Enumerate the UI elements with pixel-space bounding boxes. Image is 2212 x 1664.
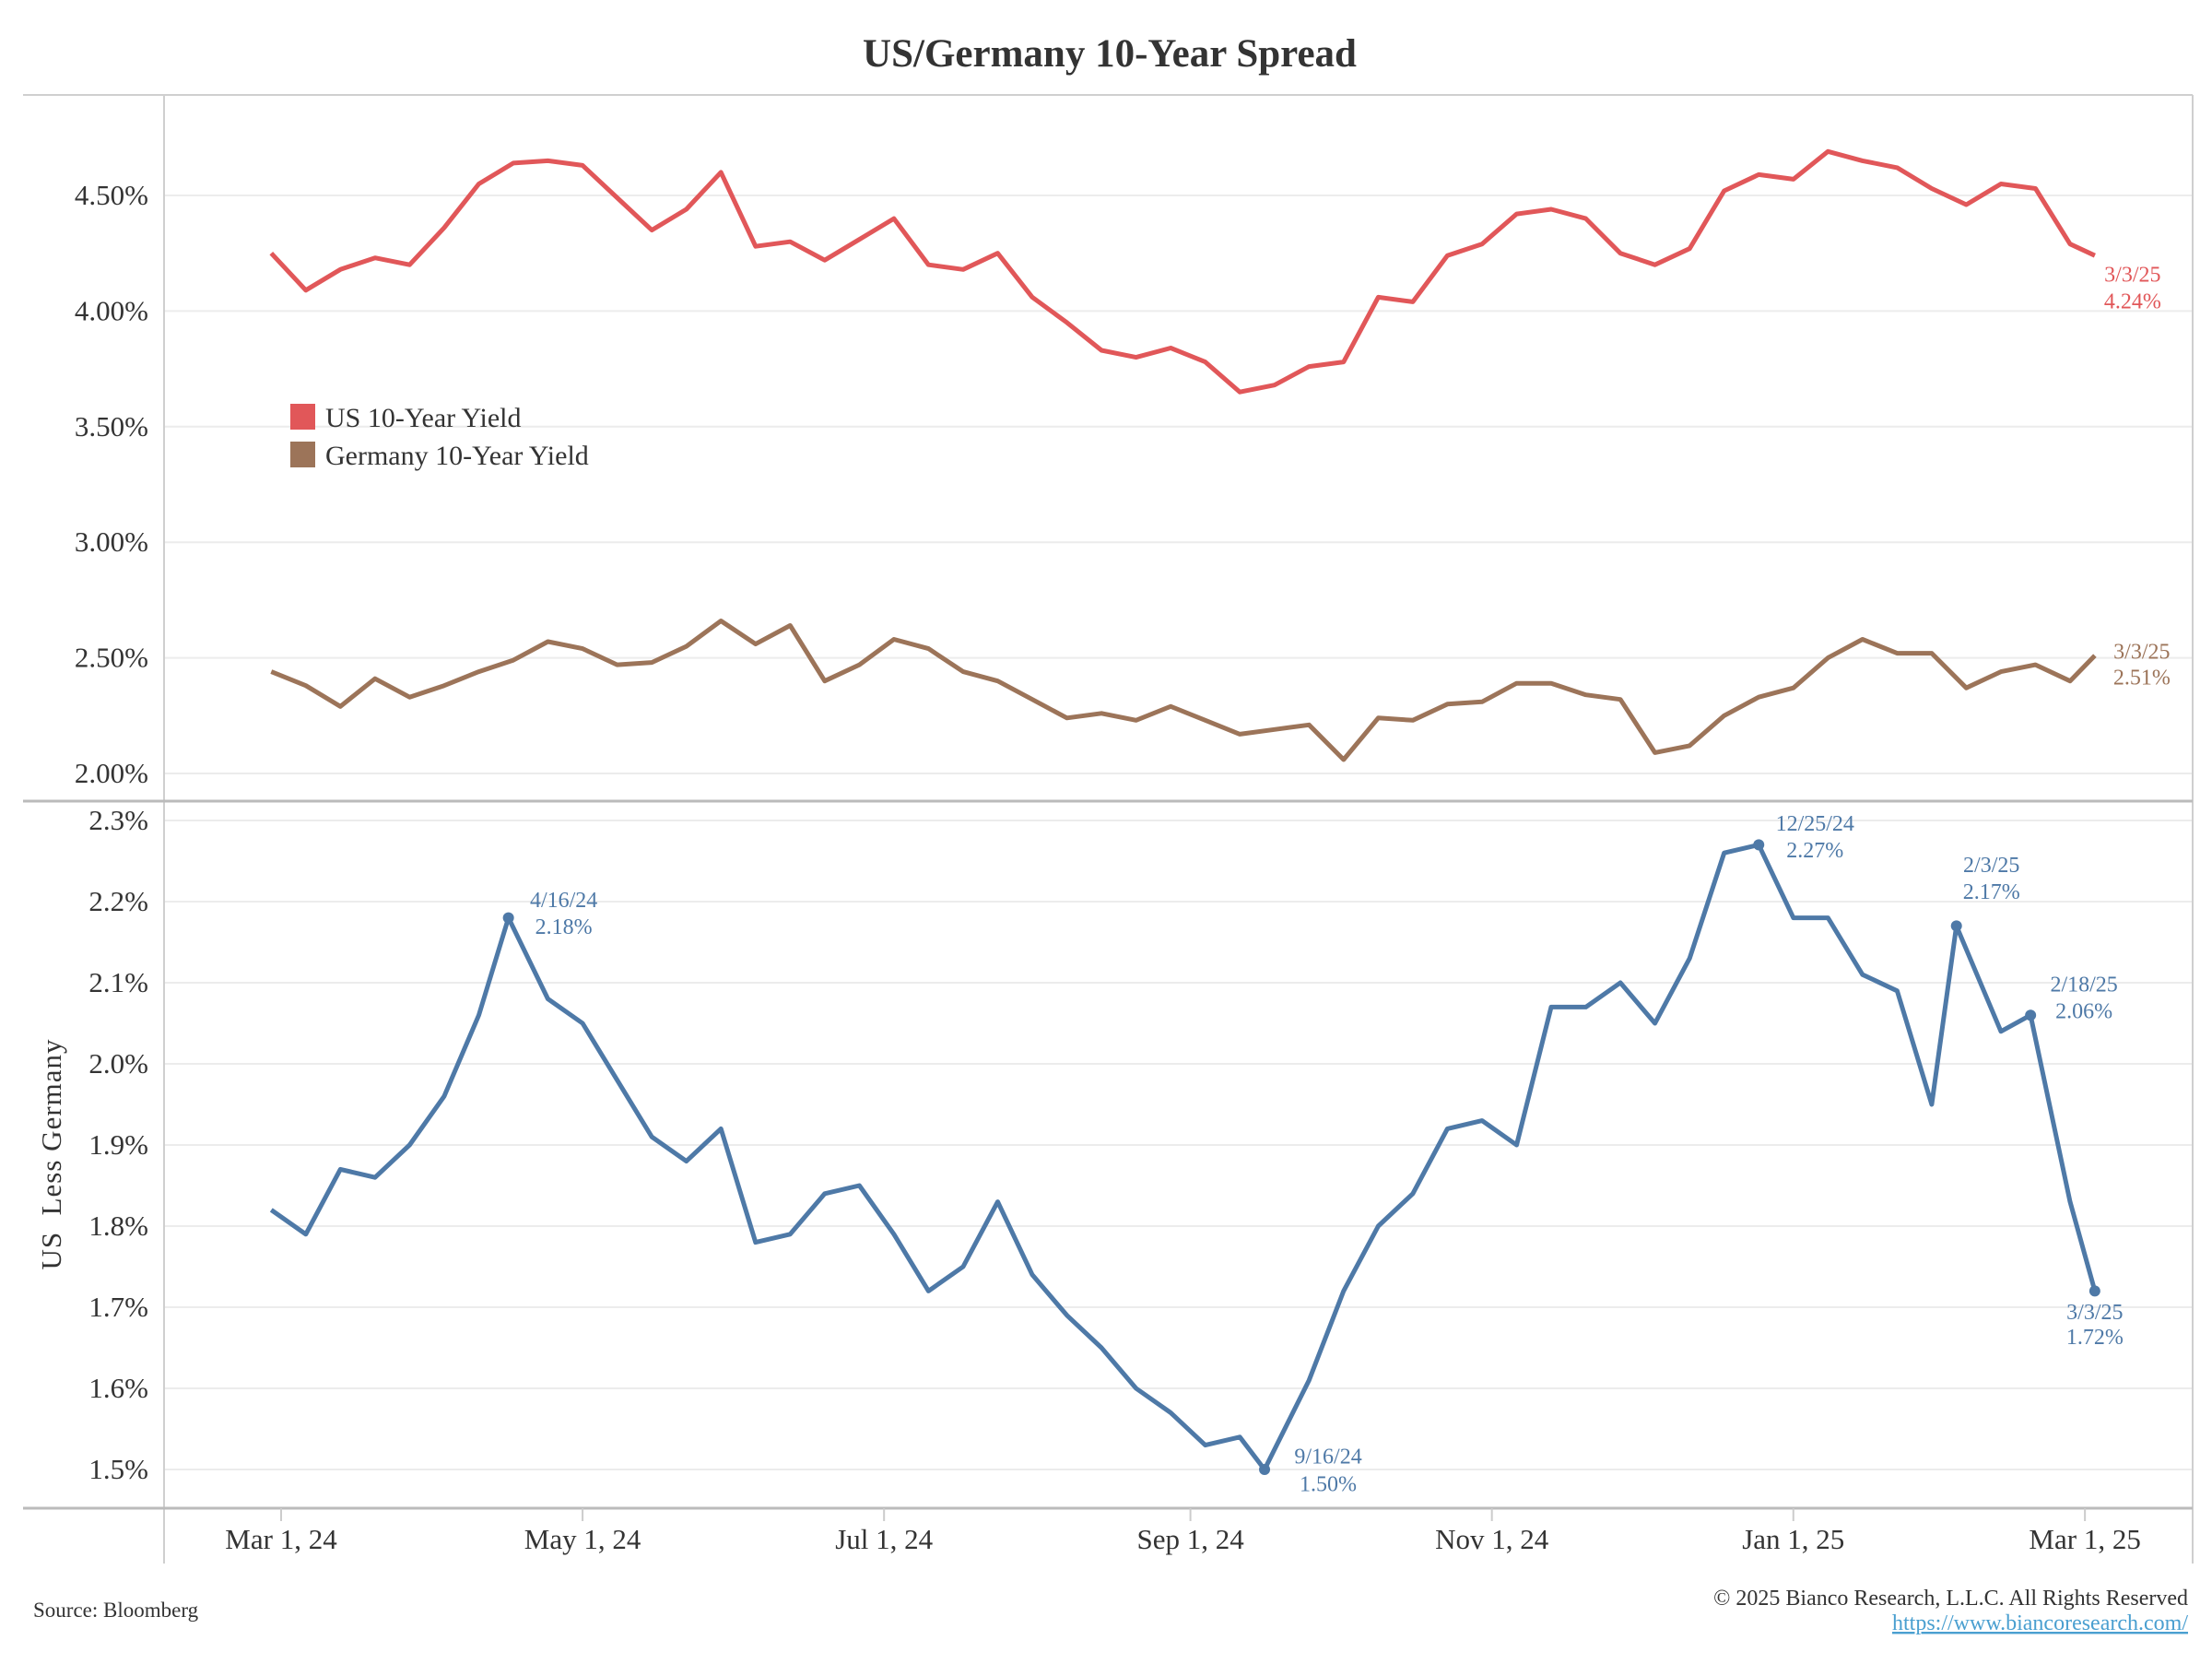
legend-swatch-germany [290,442,315,467]
annotation-value: 1.72% [2066,1326,2124,1350]
annotation-marker [502,912,514,924]
x-tick-label: Mar 1, 24 [225,1523,337,1555]
top-y-axis: 4.50% 4.00% 3.50% 3.00% 2.50% 2.00% [75,179,148,789]
legend-item-germany[interactable]: Germany 10-Year Yield [290,441,589,471]
x-tick-label: Jul 1, 24 [835,1523,933,1555]
y-tick-label: 1.8% [88,1210,148,1242]
website-link[interactable]: https://www.biancoresearch.com/ [1892,1611,2188,1635]
y-tick-label: 2.0% [88,1047,148,1080]
y-tick-label: 2.50% [75,642,148,674]
copyright-note: © 2025 Bianco Research, L.L.C. All Right… [1713,1587,2188,1611]
annotation-marker [2025,1009,2037,1021]
end-label-date: 3/3/25 [2113,641,2170,665]
y-axis-title: US Less Germany [35,1038,67,1269]
y-tick-label: 1.5% [88,1453,148,1485]
annotation-date: 2/18/25 [2050,974,2117,997]
annotation-date: 3/3/25 [2066,1301,2123,1325]
annotation-marker [1950,920,1962,932]
x-tick-label: Nov 1, 24 [1435,1523,1549,1555]
us-yield-line [269,148,2096,395]
germany-yield-line [270,619,2097,762]
y-tick-label: 1.7% [88,1291,148,1323]
chart-frame [23,94,2194,1564]
annotations: 3/3/254.24%3/3/252.51%4/16/242.18%9/16/2… [502,264,2171,1497]
y-tick-label: 2.2% [88,885,148,917]
end-label-date: 3/3/25 [2104,264,2160,288]
y-tick-label: 2.1% [88,966,148,998]
annotation-date: 4/16/24 [530,889,597,913]
annotation-marker [2088,1285,2100,1297]
legend-label-germany: Germany 10-Year Yield [325,441,589,471]
annotation-value: 2.06% [2055,1000,2112,1024]
y-tick-label: 4.50% [75,179,148,211]
x-axis: Mar 1, 24 May 1, 24 Jul 1, 24 Sep 1, 24 Nov … [225,1508,2141,1555]
annotation-date: 12/25/24 [1776,812,1854,836]
y-tick-label: 2.3% [88,804,148,836]
x-tick-label: Jan 1, 25 [1742,1523,1844,1555]
legend-label-us: US 10-Year Yield [325,403,522,433]
chart-title: US/Germany 10-Year Spread [863,32,1357,76]
legend-swatch-us [290,404,315,430]
spread-line [269,842,2098,1472]
annotation-marker [1753,839,1765,851]
end-label-value: 4.24% [2104,290,2161,314]
y-tick-label: 3.00% [75,525,148,558]
y-tick-label: 2.00% [75,757,148,789]
x-tick-label: May 1, 24 [524,1523,641,1555]
end-label-value: 2.51% [2113,667,2171,690]
y-tick-label: 1.6% [88,1372,148,1404]
top-panel-gridlines [164,195,2193,774]
legend-item-us[interactable]: US 10-Year Yield [290,403,522,433]
annotation-value: 2.27% [1786,839,1843,863]
y-tick-label: 3.50% [75,410,148,443]
annotation-date: 9/16/24 [1294,1446,1361,1469]
bottom-y-axis: 2.3% 2.2% 2.1% 2.0% 1.9% 1.8% 1.7% 1.6% 1.5% [88,804,148,1485]
annotation-date: 2/3/25 [1963,854,2019,878]
bottom-panel-gridlines [164,820,2193,1470]
annotation-value: 1.50% [1300,1473,1357,1497]
x-tick-label: Sep 1, 24 [1136,1523,1244,1555]
source-note: Source: Bloomberg [33,1599,199,1622]
annotation-value: 2.17% [1963,880,2020,904]
annotation-value: 2.18% [535,915,593,939]
bottom-series [269,842,2098,1472]
y-tick-label: 1.9% [88,1128,148,1161]
y-tick-label: 4.00% [75,294,148,326]
annotation-marker [1259,1464,1271,1475]
legend: US 10-Year Yield Germany 10-Year Yield [290,403,589,471]
x-tick-label: Mar 1, 25 [2029,1523,2140,1555]
top-series [269,148,2097,762]
